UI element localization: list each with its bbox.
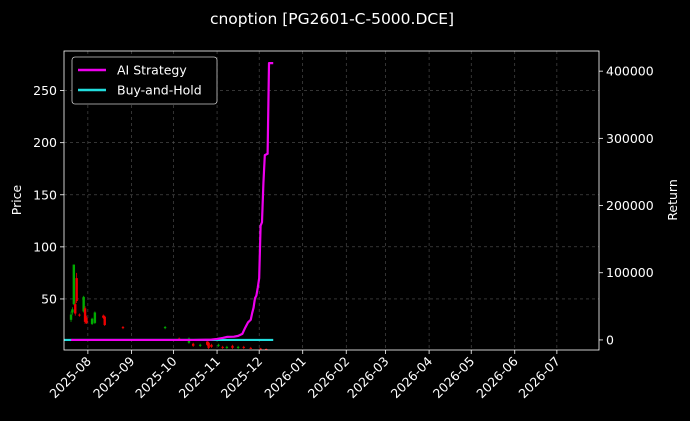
candle-body [206, 341, 209, 345]
legend-label-ai-strategy: AI Strategy [117, 63, 187, 78]
y-left-axis: 50 100 150 200 250 [33, 83, 64, 306]
x-tick-label-2026-01: 2026-01 [261, 354, 309, 402]
y-right-tick-label-100000: 100000 [606, 265, 654, 280]
x-tick-label-2026-04: 2026-04 [388, 353, 436, 401]
candle-body [163, 327, 167, 329]
x-tick-label-2025-12: 2025-12 [218, 354, 266, 402]
candle-body [207, 342, 210, 348]
candle-body [85, 317, 88, 323]
x-tick-label-2026-05: 2026-05 [430, 354, 478, 402]
candle-body [71, 309, 74, 313]
legend: AI Strategy Buy-and-Hold [71, 56, 218, 105]
x-tick-label-2025-10: 2025-10 [132, 353, 180, 401]
series-line-ai-strategy [71, 61, 274, 342]
candle-body [83, 308, 87, 322]
candle-body [199, 344, 202, 346]
candle-body [102, 315, 105, 318]
y-right-axis-label: Return [665, 179, 680, 220]
candlesticks [69, 264, 268, 350]
candle-body [82, 296, 85, 312]
candle-body [103, 316, 106, 325]
candle-body [90, 318, 94, 324]
y-right-tick-label-200000: 200000 [606, 198, 654, 213]
candle-body [74, 304, 77, 314]
candle-body [236, 346, 240, 348]
y-right-axis: 0 100000 200000 300000 400000 [599, 64, 654, 347]
x-tick-label-2025-09: 2025-09 [90, 353, 138, 401]
y-left-tick-label-200: 200 [33, 135, 57, 150]
candle-body [259, 348, 262, 350]
y-left-tick-label-150: 150 [33, 187, 57, 202]
candle-body [217, 344, 220, 346]
candle-body [72, 264, 76, 305]
x-tick-label-2025-08: 2025-08 [46, 353, 94, 401]
y-left-tick-label-50: 50 [41, 291, 57, 306]
candle-body [75, 278, 78, 302]
chart-title: cnoption [PG2601-C-5000.DCE] [210, 10, 454, 28]
candle-body [242, 346, 245, 348]
x-tick-label-2026-02: 2026-02 [305, 354, 353, 402]
plot-frame [63, 50, 600, 351]
y-right-tick-label-0: 0 [606, 332, 614, 347]
candle-body [191, 343, 195, 346]
x-tick-label-2026-03: 2026-03 [344, 354, 392, 402]
candle-body [231, 345, 234, 348]
x-tick-label-2026-07: 2026-07 [515, 354, 563, 402]
y-left-axis-label: Price [9, 184, 24, 215]
legend-label-buy-and-hold: Buy-and-Hold [117, 83, 202, 98]
candle-body [210, 344, 213, 347]
candle-body [265, 348, 268, 350]
series-lines [64, 61, 274, 342]
x-tick-label-2026-06: 2026-06 [473, 353, 521, 401]
y-left-tick-label-100: 100 [33, 239, 57, 254]
candle-body [69, 314, 73, 320]
candle-body [225, 346, 229, 348]
candle-body [93, 312, 97, 323]
y-right-tick-label-300000: 300000 [606, 131, 654, 146]
x-tick-label-2025-11: 2025-11 [176, 354, 224, 402]
candle-body [221, 346, 224, 348]
candle-body [121, 327, 125, 329]
y-right-tick-label-400000: 400000 [606, 64, 654, 79]
x-axis: 2025-082025-092025-102025-112025-122026-… [46, 350, 563, 401]
legend-box [71, 56, 218, 105]
y-left-tick-label-250: 250 [33, 83, 57, 98]
candle-body [78, 314, 81, 316]
candle-body [249, 347, 252, 349]
